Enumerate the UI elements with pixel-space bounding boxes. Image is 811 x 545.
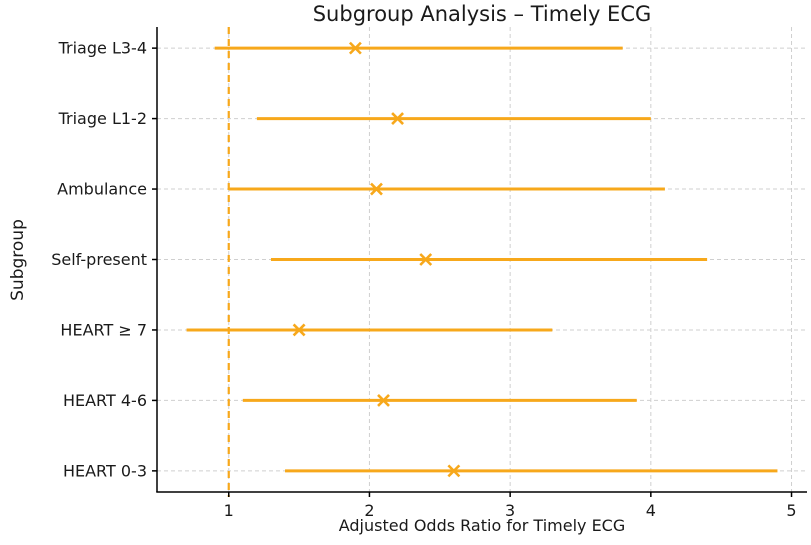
category-label: Triage L1-2 xyxy=(58,109,147,128)
or-marker xyxy=(292,323,306,337)
or-marker xyxy=(348,41,362,55)
category-label: Self-present xyxy=(51,250,147,269)
chart-title: Subgroup Analysis – Timely ECG xyxy=(312,2,652,26)
category-label: Triage L3-4 xyxy=(58,39,147,58)
x-tick-label: 3 xyxy=(505,501,515,520)
category-label: HEART 4-6 xyxy=(63,391,147,410)
or-marker xyxy=(447,464,461,478)
category-label: HEART 0-3 xyxy=(63,461,147,480)
x-tick-label: 4 xyxy=(646,501,656,520)
x-axis-label: Adjusted Odds Ratio for Timely ECG xyxy=(338,516,626,535)
x-tick-label: 2 xyxy=(364,501,374,520)
or-marker xyxy=(419,253,433,266)
or-marker xyxy=(391,112,405,126)
x-tick-label: 1 xyxy=(224,501,234,520)
or-marker xyxy=(377,393,390,407)
or-marker xyxy=(370,182,383,196)
category-label: Ambulance xyxy=(57,180,147,199)
category-label: HEART ≥ 7 xyxy=(60,320,147,339)
x-tick-label: 5 xyxy=(786,501,796,520)
